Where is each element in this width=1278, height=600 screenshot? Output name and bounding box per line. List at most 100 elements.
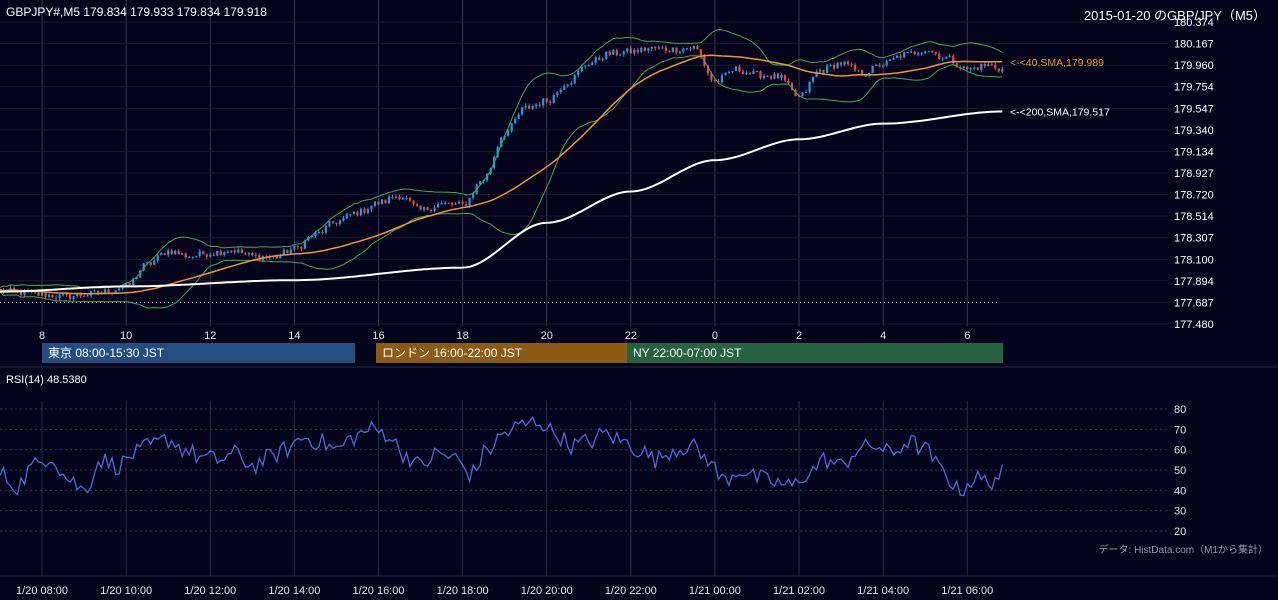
candle-body (699, 49, 702, 56)
candle-body (23, 290, 26, 296)
candle-body (202, 251, 205, 255)
candle-body (107, 289, 110, 294)
candle-body (594, 57, 597, 63)
candle-body (76, 293, 79, 297)
candle-body (349, 214, 352, 216)
candle-body (549, 101, 552, 103)
sma40-line (0, 54, 1003, 295)
candle-body (822, 69, 825, 73)
candle-body (160, 253, 163, 256)
candle-body (545, 98, 548, 102)
candle-body (377, 201, 380, 205)
candle-body (811, 76, 815, 82)
candle-body (962, 66, 965, 69)
candle-body (577, 70, 580, 76)
candle-body (450, 203, 454, 205)
y-tick-label: 179.754 (1174, 82, 1214, 94)
candle-body (500, 137, 503, 147)
candle-body (938, 53, 941, 59)
candle-body (741, 71, 745, 75)
candle-body (114, 290, 117, 293)
sma200-line (0, 110, 1003, 293)
candle-body (675, 47, 678, 53)
x-tick-label: 12 (204, 330, 216, 342)
price-grid (0, 0, 1278, 577)
candle-body (661, 47, 664, 49)
candle-body (748, 72, 752, 74)
candle-body (983, 64, 986, 66)
candle-body (710, 73, 713, 80)
candle-body (426, 207, 429, 211)
rsi-line (0, 415, 1003, 497)
candle-body (118, 288, 121, 291)
candle-body (401, 198, 405, 200)
candle-body (517, 114, 520, 120)
rsi-x-tick-label: 1/20 16:00 (352, 585, 404, 597)
candle-body (195, 255, 198, 257)
candle-body (542, 98, 545, 106)
y-tick-label: 178.514 (1174, 211, 1214, 223)
candle-body (268, 257, 271, 259)
candle-body (889, 59, 892, 61)
candle-body (731, 71, 734, 73)
candle-body (387, 197, 391, 203)
candle-body (300, 246, 303, 249)
rsi-x-tick-label: 1/20 08:00 (16, 585, 68, 597)
candle-body (167, 250, 170, 255)
candle-body (440, 202, 443, 205)
candle-body (514, 119, 517, 124)
candle-body (633, 49, 636, 54)
y-tick-label: 177.480 (1174, 319, 1214, 331)
candle-body (836, 62, 839, 69)
candle-body (279, 255, 282, 259)
candle-body (335, 222, 338, 224)
sma40-label: <-<40,SMA,179.989 (1010, 57, 1104, 69)
candle-body (861, 69, 864, 76)
candle-body (910, 51, 913, 53)
candle-body (759, 71, 762, 79)
candle-body (783, 74, 787, 81)
candle-body (408, 197, 412, 201)
symbol-info: GBPJPY#,M5 179.834 179.933 179.834 179.9… (6, 5, 267, 19)
candle-body (903, 52, 906, 58)
rsi-x-tick-label: 1/21 02:00 (773, 585, 825, 597)
candle-body (510, 123, 513, 131)
candle-body (19, 291, 23, 296)
candle-body (65, 294, 68, 296)
candle-body (538, 104, 541, 106)
candle-body (61, 294, 65, 296)
candle-body (997, 68, 1000, 72)
candle-body (696, 46, 699, 50)
candle-body (422, 207, 426, 210)
candle-body (370, 205, 373, 210)
candle-body (496, 146, 499, 157)
candle-body (840, 62, 843, 65)
candle-body (987, 64, 990, 66)
candle-body (338, 220, 342, 224)
y-tick-label: 178.927 (1174, 168, 1214, 180)
candle-body (433, 207, 436, 211)
rsi-x-tick-label: 1/21 04:00 (857, 585, 909, 597)
candle-body (892, 58, 895, 60)
candle-body (773, 73, 776, 79)
candle-body (829, 64, 832, 66)
sma200-label: <-<200,SMA,179.517 (1010, 106, 1110, 118)
candle-body (331, 221, 335, 223)
candle-body (363, 208, 366, 213)
candle-body (184, 253, 187, 258)
candle-body (380, 199, 384, 205)
bollinger-upper-line (0, 28, 1003, 289)
session-ny: NY 22:00-07:00 JST (627, 343, 1003, 363)
candle-body (289, 249, 292, 254)
candle-body (843, 61, 846, 65)
candle-body (135, 277, 138, 279)
candle-body (643, 47, 646, 51)
candle-body (878, 64, 881, 67)
x-tick-label: 16 (372, 330, 384, 342)
candle-body (415, 204, 419, 206)
candle-body (608, 51, 611, 55)
candle-body (854, 65, 857, 71)
candle-body (219, 251, 222, 256)
y-tick-label: 180.374 (1174, 17, 1214, 29)
